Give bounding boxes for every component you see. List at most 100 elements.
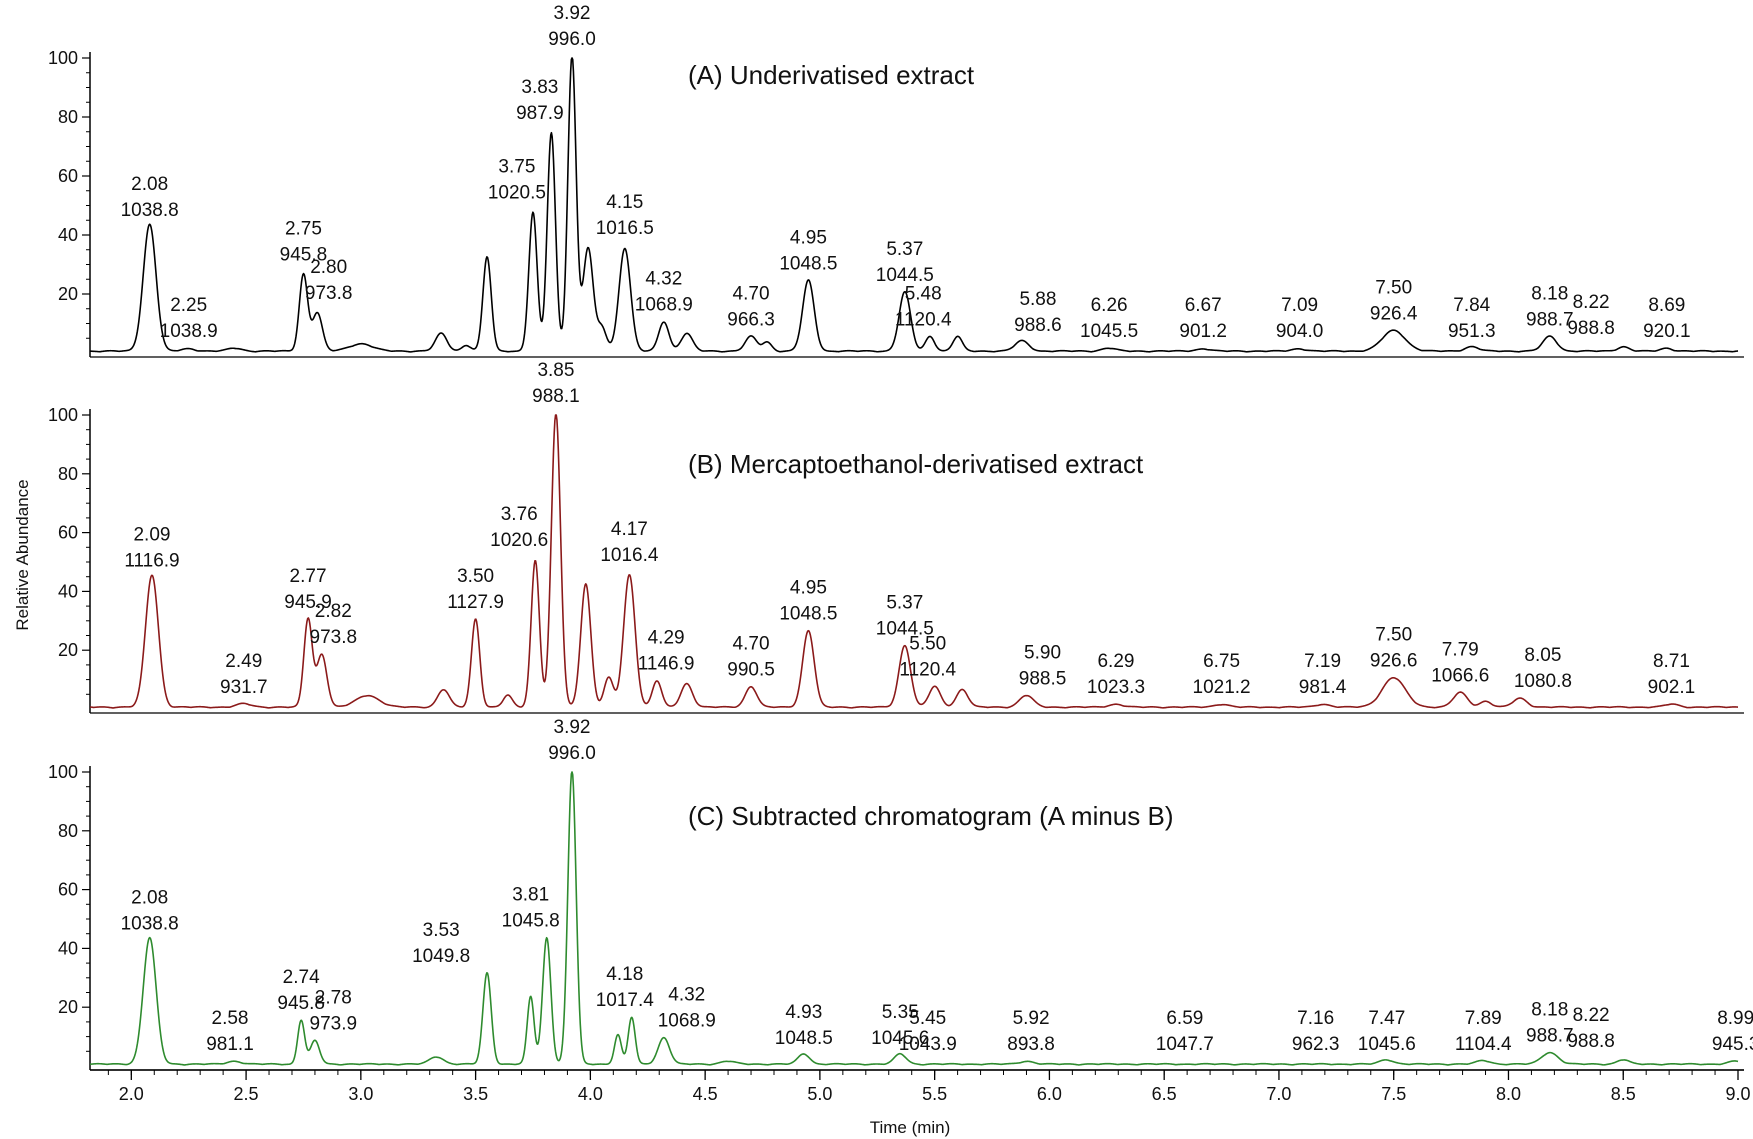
peak-mz-value: 1044.5 [876,265,934,286]
peak-mz-value: 1120.4 [899,659,956,680]
peak-mz-value: 1038.9 [160,321,218,342]
peak-mz-value: 988.8 [1567,318,1615,339]
peak-retention-time: 7.19 [1304,651,1341,672]
peak-mz-value: 945.8 [277,993,325,1014]
peak-retention-time: 3.92 [554,3,591,24]
chromatogram-trace [89,771,1739,1066]
x-tick-label: 8.5 [1611,1084,1636,1104]
peak-retention-time: 5.92 [1013,1008,1050,1029]
peak-mz-value: 1049.8 [412,946,470,967]
peak-mz-value: 988.6 [1014,315,1062,336]
y-tick-label: 100 [48,48,78,68]
peak-mz-value: 926.4 [1370,303,1418,324]
y-tick-label: 40 [58,938,78,958]
peak-retention-time: 5.50 [909,633,946,654]
peak-retention-time: 2.82 [315,601,352,622]
peak-retention-time: 4.32 [668,985,705,1006]
peak-mz-value: 1021.2 [1193,677,1251,698]
peak-mz-value: 931.7 [220,677,268,698]
peak-retention-time: 2.58 [212,1008,249,1029]
y-tick-label: 100 [48,405,78,425]
peak-mz-value: 1038.8 [121,914,179,935]
peak-mz-value: 1066.6 [1431,665,1489,686]
peak-mz-value: 996.0 [548,743,596,764]
peak-mz-value: 987.9 [516,103,564,124]
peak-retention-time: 4.95 [790,578,827,599]
peak-retention-time: 3.83 [521,77,558,98]
peak-retention-time: 7.09 [1281,295,1318,316]
x-tick-label: 4.5 [693,1084,718,1104]
peak-retention-time: 4.17 [611,519,648,540]
x-tick-label: 2.0 [119,1084,144,1104]
peak-mz-value: 1017.4 [596,990,655,1011]
peak-retention-time: 3.75 [498,156,535,177]
peak-mz-value: 1068.9 [658,1011,716,1032]
peak-mz-value: 1048.5 [779,604,837,625]
chromatogram-trace [89,414,1739,709]
panel-b: 20 40 60 80 100 (B) Mercaptoethanol-derivatis… [48,360,1744,714]
x-tick-label: 6.0 [1037,1084,1062,1104]
peak-mz-value: 1146.9 [638,654,695,675]
chromatogram-trace [89,57,1739,353]
peak-retention-time: 2.80 [310,257,347,278]
peak-retention-time: 5.45 [909,1008,946,1029]
peak-retention-time: 3.50 [457,566,494,587]
peak-retention-time: 7.50 [1375,625,1412,646]
peak-mz-value: 988.7 [1526,309,1574,330]
peak-retention-time: 6.67 [1185,295,1222,316]
peak-retention-time: 4.70 [733,283,770,304]
peak-retention-time: 2.49 [225,651,262,672]
peak-retention-time: 5.90 [1024,642,1061,663]
peak-mz-value: 1127.9 [447,592,504,613]
peak-mz-value: 1016.5 [596,218,654,239]
x-tick-label: 7.0 [1266,1084,1291,1104]
y-tick-label: 100 [48,762,78,782]
peak-mz-value: 1047.7 [1156,1034,1214,1055]
peak-retention-time: 3.92 [554,717,591,738]
peak-mz-value: 990.5 [727,659,775,680]
y-tick-label: 40 [58,225,78,245]
peak-retention-time: 8.69 [1648,295,1685,316]
y-tick-label: 20 [58,640,78,660]
peak-retention-time: 6.59 [1166,1008,1203,1029]
peak-retention-time: 6.75 [1203,651,1240,672]
peak-retention-time: 5.48 [905,283,942,304]
peak-retention-time: 3.81 [512,885,549,906]
y-tick-label: 60 [58,880,78,900]
peak-retention-time: 7.79 [1442,639,1479,660]
peak-mz-value: 1045.6 [871,1028,929,1049]
peak-mz-value: 988.7 [1526,1025,1574,1046]
peak-mz-value: 1045.6 [1358,1034,1416,1055]
y-tick-label: 40 [58,581,78,601]
peak-retention-time: 2.77 [290,566,327,587]
x-tick-label: 9.0 [1725,1084,1750,1104]
peak-mz-value: 1045.5 [1080,321,1138,342]
peak-mz-value: 1020.6 [490,530,548,551]
x-tick-label: 6.5 [1152,1084,1177,1104]
peak-retention-time: 4.32 [645,269,682,290]
peak-mz-value: 904.0 [1276,321,1324,342]
peak-retention-time: 7.16 [1297,1008,1334,1029]
y-tick-label: 60 [58,523,78,543]
x-tick-label: 3.5 [463,1084,488,1104]
peak-mz-value: 893.8 [1007,1034,1055,1055]
peak-mz-value: 945.3 [1712,1034,1753,1055]
chromatogram-panels: 20 40 60 80 100 (A) Underivatised extract 2.08… [48,3,1753,1071]
x-tick-label: 4.0 [578,1084,603,1104]
peak-mz-value: 988.8 [1567,1031,1615,1052]
peak-retention-time: 6.26 [1091,295,1128,316]
peak-retention-time: 4.95 [790,227,827,248]
peak-retention-time: 2.74 [283,967,320,988]
time-axis-ticks: 2.0 2.5 3.0 3.5 4.0 4.5 5.0 5.5 6.0 6.5 7.0 7.5 8.0 8… [107,1070,1751,1104]
peak-retention-time: 8.99 [1717,1008,1753,1029]
peak-mz-value: 945.9 [284,592,332,613]
panel-title: (C) Subtracted chromatogram (A minus B) [688,801,1174,831]
peak-retention-time: 2.08 [131,888,168,909]
peak-retention-time: 7.84 [1453,295,1490,316]
peak-retention-time: 5.37 [886,592,923,613]
peak-mz-value: 973.9 [310,1014,358,1035]
y-tick-label: 60 [58,166,78,186]
peak-retention-time: 8.22 [1573,292,1610,313]
y-tick-label: 20 [58,284,78,304]
y-tick-label: 80 [58,107,78,127]
